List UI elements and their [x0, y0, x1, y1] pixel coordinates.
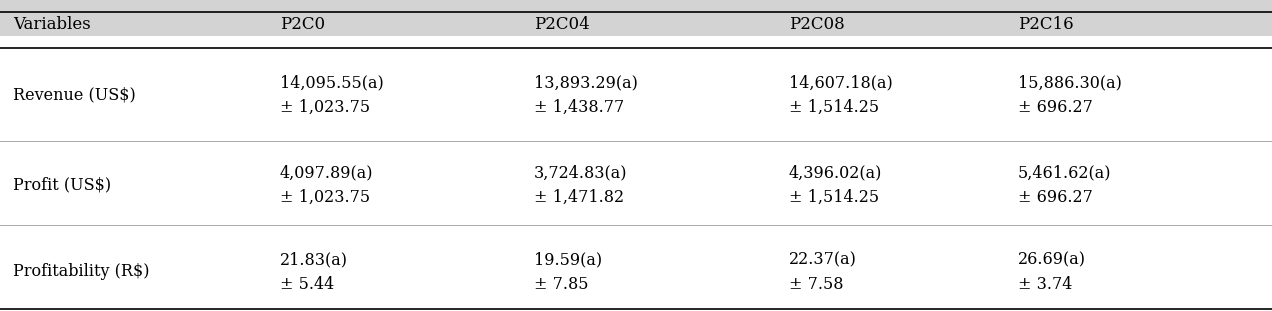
Text: Profitability (R$): Profitability (R$)	[13, 263, 149, 281]
Text: 21.83(a)
± 5.44: 21.83(a) ± 5.44	[280, 251, 347, 293]
Text: 19.59(a)
± 7.85: 19.59(a) ± 7.85	[534, 251, 603, 293]
Text: P2C04: P2C04	[534, 16, 590, 33]
Text: 14,095.55(a)
± 1,023.75: 14,095.55(a) ± 1,023.75	[280, 74, 384, 116]
Text: Variables: Variables	[13, 16, 90, 33]
Text: 13,893.29(a)
± 1,438.77: 13,893.29(a) ± 1,438.77	[534, 74, 639, 116]
Text: 14,607.18(a)
± 1,514.25: 14,607.18(a) ± 1,514.25	[789, 74, 893, 116]
Bar	[0, 0, 1272, 36]
Text: 4,097.89(a)
± 1,023.75: 4,097.89(a) ± 1,023.75	[280, 164, 374, 206]
Text: P2C16: P2C16	[1018, 16, 1074, 33]
Text: 4,396.02(a)
± 1,514.25: 4,396.02(a) ± 1,514.25	[789, 164, 881, 206]
Text: Revenue (US$): Revenue (US$)	[13, 86, 136, 103]
Text: P2C08: P2C08	[789, 16, 845, 33]
Text: 26.69(a)
± 3.74: 26.69(a) ± 3.74	[1018, 251, 1085, 293]
Text: 22.37(a)
± 7.58: 22.37(a) ± 7.58	[789, 251, 856, 293]
Text: P2C0: P2C0	[280, 16, 324, 33]
Text: 3,724.83(a)
± 1,471.82: 3,724.83(a) ± 1,471.82	[534, 164, 628, 206]
Text: 15,886.30(a)
± 696.27: 15,886.30(a) ± 696.27	[1018, 74, 1122, 116]
Text: Profit (US$): Profit (US$)	[13, 176, 111, 193]
Text: 5,461.62(a)
± 696.27: 5,461.62(a) ± 696.27	[1018, 164, 1112, 206]
